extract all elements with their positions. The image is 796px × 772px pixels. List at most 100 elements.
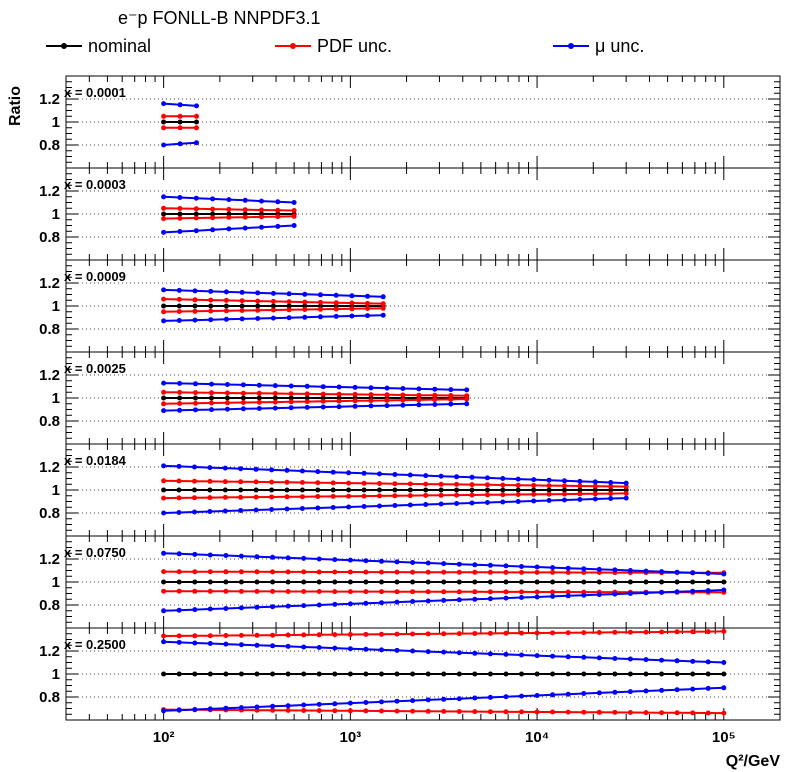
data-point	[270, 315, 276, 321]
data-point	[177, 102, 183, 108]
y-tick-label: 0.8	[39, 597, 60, 614]
data-point	[410, 589, 416, 595]
data-point	[316, 556, 322, 562]
data-point	[209, 395, 214, 401]
data-point	[332, 632, 338, 638]
data-point	[432, 402, 438, 407]
data-point	[194, 103, 199, 109]
data-point	[192, 495, 197, 501]
data-point	[379, 558, 384, 564]
data-point	[304, 395, 310, 401]
data-point	[161, 569, 167, 575]
legend-item: nominal	[46, 36, 151, 56]
data-point	[254, 569, 260, 575]
data-point	[224, 390, 230, 396]
data-point	[612, 629, 618, 635]
data-point	[416, 402, 422, 408]
data-point	[333, 306, 339, 312]
data-point	[299, 506, 305, 511]
data-point	[301, 603, 307, 609]
data-point	[291, 200, 297, 205]
data-point	[240, 400, 246, 405]
data-point	[503, 579, 509, 585]
data-point	[425, 589, 431, 595]
series-pdf_down	[161, 213, 297, 222]
data-point	[487, 709, 493, 715]
data-point	[336, 391, 342, 397]
data-point	[565, 593, 571, 599]
data-point	[192, 640, 198, 646]
data-point	[612, 656, 618, 661]
data-point	[581, 691, 587, 696]
data-point	[193, 228, 199, 234]
data-point	[207, 465, 213, 471]
data-point	[222, 487, 228, 493]
data-point	[592, 483, 598, 489]
data-point	[550, 709, 556, 715]
data-point	[577, 487, 583, 493]
panel: 0.8 1 1.2 x = 0.0003	[39, 167, 781, 261]
data-point	[239, 298, 245, 304]
data-point	[226, 226, 232, 232]
data-point	[515, 492, 521, 497]
data-point	[320, 391, 326, 397]
data-point	[423, 481, 429, 487]
y-tick-label: 0.8	[39, 137, 60, 154]
data-point	[423, 473, 429, 479]
data-point	[627, 671, 633, 677]
data-point	[192, 551, 198, 557]
legend-marker	[290, 43, 296, 49]
series-nominal	[161, 119, 199, 125]
data-point	[596, 630, 602, 635]
data-point	[208, 288, 214, 294]
data-point	[690, 686, 696, 692]
data-point	[177, 401, 183, 406]
data-point	[410, 579, 416, 585]
data-point	[161, 287, 167, 293]
data-point	[223, 633, 229, 638]
data-point	[223, 316, 229, 322]
data-point	[242, 225, 248, 231]
data-point	[690, 588, 696, 594]
data-point	[255, 316, 261, 321]
data-point	[394, 569, 400, 575]
data-point	[562, 483, 567, 489]
data-point	[400, 386, 406, 391]
data-point	[240, 390, 246, 396]
data-point	[176, 671, 182, 677]
legend-label: μ unc.	[595, 36, 644, 56]
data-point	[320, 398, 326, 404]
data-point	[690, 570, 696, 576]
data-point	[705, 710, 711, 716]
legend: nominal PDF unc. μ unc.	[46, 36, 644, 56]
series-line	[163, 382, 467, 391]
data-point	[562, 491, 567, 497]
data-point	[448, 387, 454, 393]
data-point	[253, 494, 259, 500]
data-point	[177, 113, 183, 119]
data-point	[161, 633, 167, 639]
data-point	[534, 589, 540, 595]
data-point	[320, 384, 326, 390]
data-point	[379, 569, 384, 575]
data-point	[210, 215, 216, 221]
data-point	[407, 493, 413, 499]
data-point	[565, 709, 571, 715]
data-point	[500, 482, 506, 488]
data-point	[238, 553, 244, 559]
series-pdf_down	[161, 125, 199, 131]
data-point	[291, 208, 297, 213]
data-point	[643, 657, 649, 663]
series-mu_up	[161, 101, 199, 109]
panel-label: x = 0.0001	[64, 85, 126, 100]
data-point	[361, 470, 367, 476]
data-point	[454, 501, 460, 506]
data-point	[332, 569, 338, 575]
data-point	[721, 685, 727, 691]
data-point	[302, 307, 308, 312]
data-point	[627, 629, 633, 635]
data-point	[301, 708, 307, 713]
data-point	[161, 478, 167, 484]
data-point	[193, 211, 199, 217]
